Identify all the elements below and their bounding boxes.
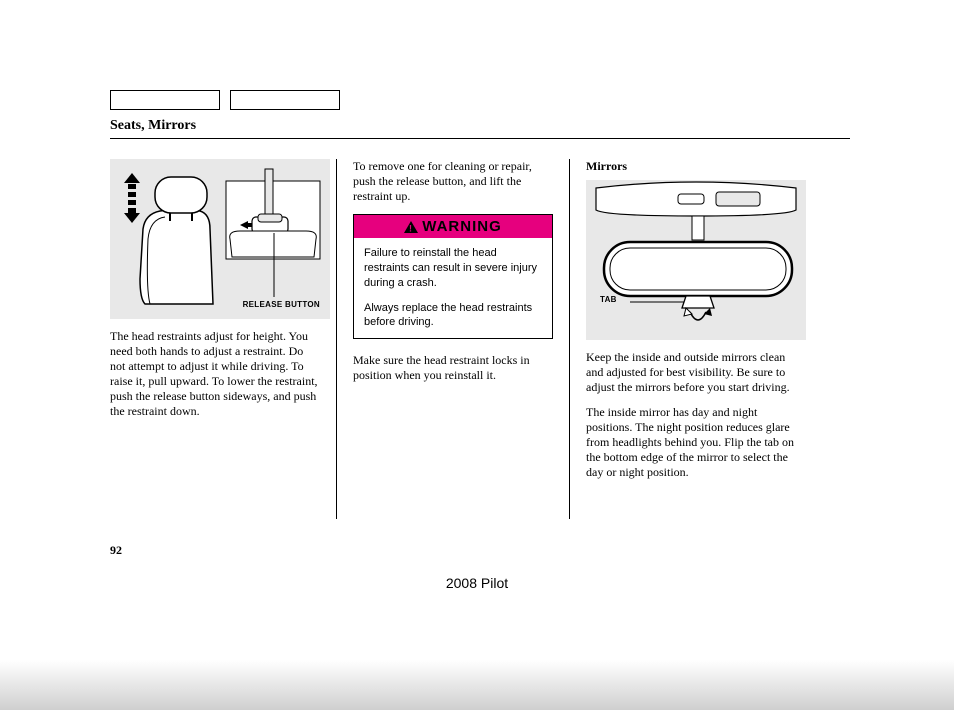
warning-box: ! WARNING Failure to reinstall the head … — [353, 214, 553, 339]
tab-box-1 — [110, 90, 220, 110]
title-rule — [110, 138, 850, 139]
col1-paragraph-1: The head restraints adjust for height. Y… — [110, 329, 320, 419]
column-2: To remove one for cleaning or repair, pu… — [343, 159, 563, 519]
section-title: Seats, Mirrors — [110, 118, 850, 134]
warning-header: ! WARNING — [354, 215, 552, 238]
warning-label-text: WARNING — [422, 218, 502, 235]
page-fade — [0, 660, 954, 710]
tab-box-2 — [230, 90, 340, 110]
footer-model-year: 2008 Pilot — [0, 575, 954, 591]
mirror-figure: TAB — [586, 180, 806, 340]
svg-text:!: ! — [409, 223, 413, 233]
col3-paragraph-1: Keep the inside and outside mirrors clea… — [586, 350, 796, 395]
column-1: RELEASE BUTTON The head restraints adjus… — [110, 159, 330, 519]
manual-page: Seats, Mirrors — [110, 90, 850, 519]
page-number: 92 — [110, 543, 122, 558]
column-divider-2 — [569, 159, 570, 519]
column-3: Mirrors — [576, 159, 796, 519]
warning-triangle-icon: ! — [404, 221, 418, 233]
release-button-label: RELEASE BUTTON — [243, 300, 320, 309]
warning-body: Failure to reinstall the head restraints… — [354, 238, 552, 338]
columns-container: RELEASE BUTTON The head restraints adjus… — [110, 159, 850, 519]
column-divider-1 — [336, 159, 337, 519]
headrest-drawing-svg — [110, 159, 330, 319]
tab-label: TAB — [600, 295, 617, 304]
headrest-figure: RELEASE BUTTON — [110, 159, 330, 319]
col3-paragraph-2: The inside mirror has day and night posi… — [586, 405, 796, 480]
col2-paragraph-1: To remove one for cleaning or repair, pu… — [353, 159, 553, 204]
mirror-drawing-svg — [586, 180, 806, 340]
mirrors-subhead: Mirrors — [586, 159, 796, 174]
warning-text-2: Always replace the head restraints befor… — [364, 301, 542, 331]
top-tabs-row — [110, 90, 850, 110]
col2-paragraph-2: Make sure the head restraint locks in po… — [353, 353, 553, 383]
warning-text-1: Failure to reinstall the head restraints… — [364, 246, 542, 291]
